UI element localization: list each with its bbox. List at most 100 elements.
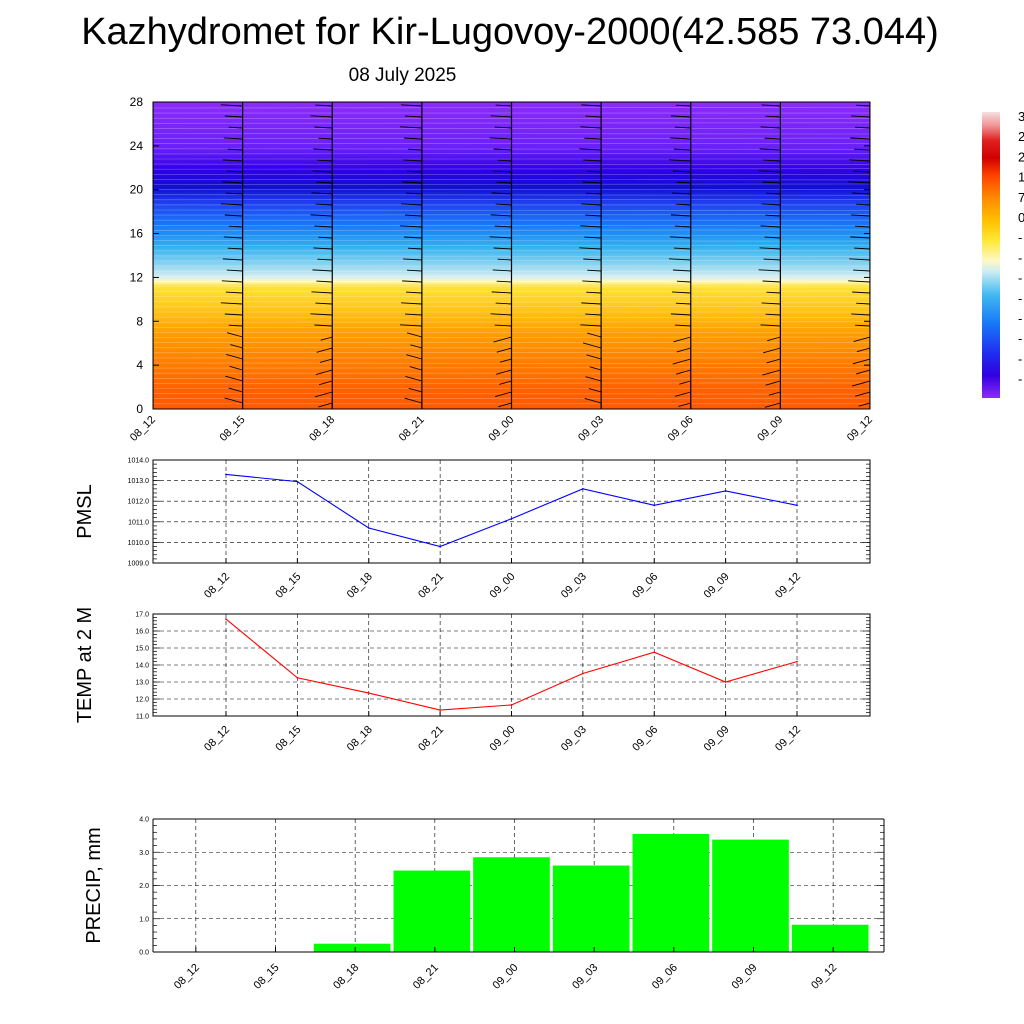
x-tick-label: 08_15	[273, 724, 303, 754]
y-tick-label: 3.0	[139, 850, 149, 857]
wind-barb	[858, 402, 870, 407]
wind-barb	[763, 159, 781, 162]
x-tick-label: 08_18	[331, 962, 361, 992]
wind-barb	[220, 104, 243, 107]
wind-barb	[492, 269, 512, 272]
wind-barb	[759, 148, 781, 151]
wind-barb	[764, 236, 781, 239]
y-tick-label: 16	[130, 227, 144, 241]
wind-barb	[851, 313, 870, 316]
wind-barb	[318, 402, 333, 408]
temperature-cross-section: 0 4 8 12 16 20 24 28 08_12 08_15 08_18 08_21 09_00 09…	[128, 95, 875, 444]
x-tick-label: 09_09	[702, 571, 732, 601]
wind-barb	[406, 192, 422, 195]
wind-barb	[671, 291, 691, 294]
wind-barb	[676, 181, 691, 184]
precip-bars	[313, 833, 869, 952]
colorbar-label: 3	[1018, 109, 1024, 124]
wind-barb	[855, 369, 870, 375]
colorbar-label: 1	[1018, 170, 1024, 185]
wind-barb	[220, 203, 243, 206]
x-tick-label: 08_12	[172, 962, 202, 992]
wind-barb	[762, 280, 781, 283]
wind-barb	[153, 171, 154, 172]
wind-barb	[153, 381, 154, 382]
y-ticks	[153, 818, 884, 953]
wind-barb	[491, 291, 512, 294]
wind-barb	[585, 313, 602, 316]
wind-barb	[224, 313, 243, 316]
wind-barb	[849, 159, 870, 162]
wind-barb	[584, 137, 602, 140]
data-point	[724, 681, 727, 683]
wind-barb	[490, 313, 512, 316]
wind-barb	[406, 170, 422, 173]
wind-barb	[313, 247, 333, 250]
wind-barb	[763, 258, 781, 261]
colorbar-label: -	[1018, 271, 1022, 286]
colorbar-label: -	[1018, 372, 1022, 387]
wind-barb	[224, 397, 243, 404]
wind-barb	[230, 344, 243, 349]
wind-barb	[848, 280, 870, 283]
wind-barb	[490, 214, 512, 217]
wind-barb	[852, 192, 870, 195]
y-tick-label: 1010.0	[128, 540, 150, 547]
x-tick-label: 08_15	[252, 962, 282, 992]
wind-barb	[669, 137, 691, 140]
wind-barb	[223, 137, 243, 140]
wind-barb	[588, 388, 602, 393]
wind-barb	[855, 391, 870, 397]
data-point	[581, 487, 584, 490]
wind-barb	[409, 366, 422, 371]
wind-barb	[315, 302, 333, 305]
wind-barb	[672, 269, 691, 272]
wind-barb	[668, 258, 691, 261]
chart-title: Kazhydromet for Kir-Lugovoy-2000(42.585 …	[81, 11, 939, 53]
wind-barb	[316, 280, 333, 283]
wind-barb	[317, 258, 333, 261]
wind-barb	[581, 203, 602, 206]
wind-barb	[675, 391, 691, 397]
y-tick-label: 12	[130, 270, 144, 284]
wind-barb	[676, 280, 691, 283]
data-point	[510, 704, 513, 706]
data-point	[296, 480, 299, 483]
wind-barb	[153, 204, 154, 205]
temp-2m-panel: 11.0 12.0 13.0 14.0 15.0 16.0 17.0 TEMP at 2 M 0…	[74, 607, 871, 754]
x-tick-label: 08_21	[397, 414, 427, 444]
wind-barb	[314, 225, 333, 228]
y-tick-label: 12.0	[135, 697, 149, 704]
wind-barb	[497, 159, 512, 162]
wind-barb	[489, 236, 512, 239]
wind-barb	[494, 324, 512, 327]
wind-barb	[499, 380, 512, 385]
wind-barb	[764, 137, 781, 140]
wind-barb-column	[220, 102, 244, 409]
grid	[153, 460, 870, 563]
x-tick-label: 09_03	[576, 414, 606, 444]
wind-barb	[316, 347, 333, 353]
x-tick-label: 08_12	[202, 571, 232, 601]
x-tick-label: 09_12	[773, 724, 803, 754]
wind-barb	[582, 280, 602, 283]
wind-barb	[674, 225, 691, 228]
wind-barb	[675, 302, 691, 305]
wind-barb	[672, 358, 691, 365]
data-point	[439, 545, 442, 548]
wind-barb	[153, 292, 154, 293]
x-tick-label: 08_15	[273, 571, 303, 601]
wind-barb	[761, 104, 781, 107]
y-tick-label: 4.0	[139, 817, 149, 824]
wind-barb	[853, 269, 870, 272]
wind-barb	[849, 258, 870, 261]
wind-barb	[850, 137, 870, 140]
wind-barb	[153, 392, 154, 393]
x-tick-label: 09_06	[666, 414, 696, 444]
wind-barb	[760, 126, 781, 129]
wind-barb	[405, 313, 422, 316]
wind-barb	[493, 148, 512, 151]
wind-barb	[153, 259, 154, 260]
y-axis: 0 4 8 12 16 20 24 28	[130, 95, 870, 416]
wind-barb	[404, 397, 422, 404]
